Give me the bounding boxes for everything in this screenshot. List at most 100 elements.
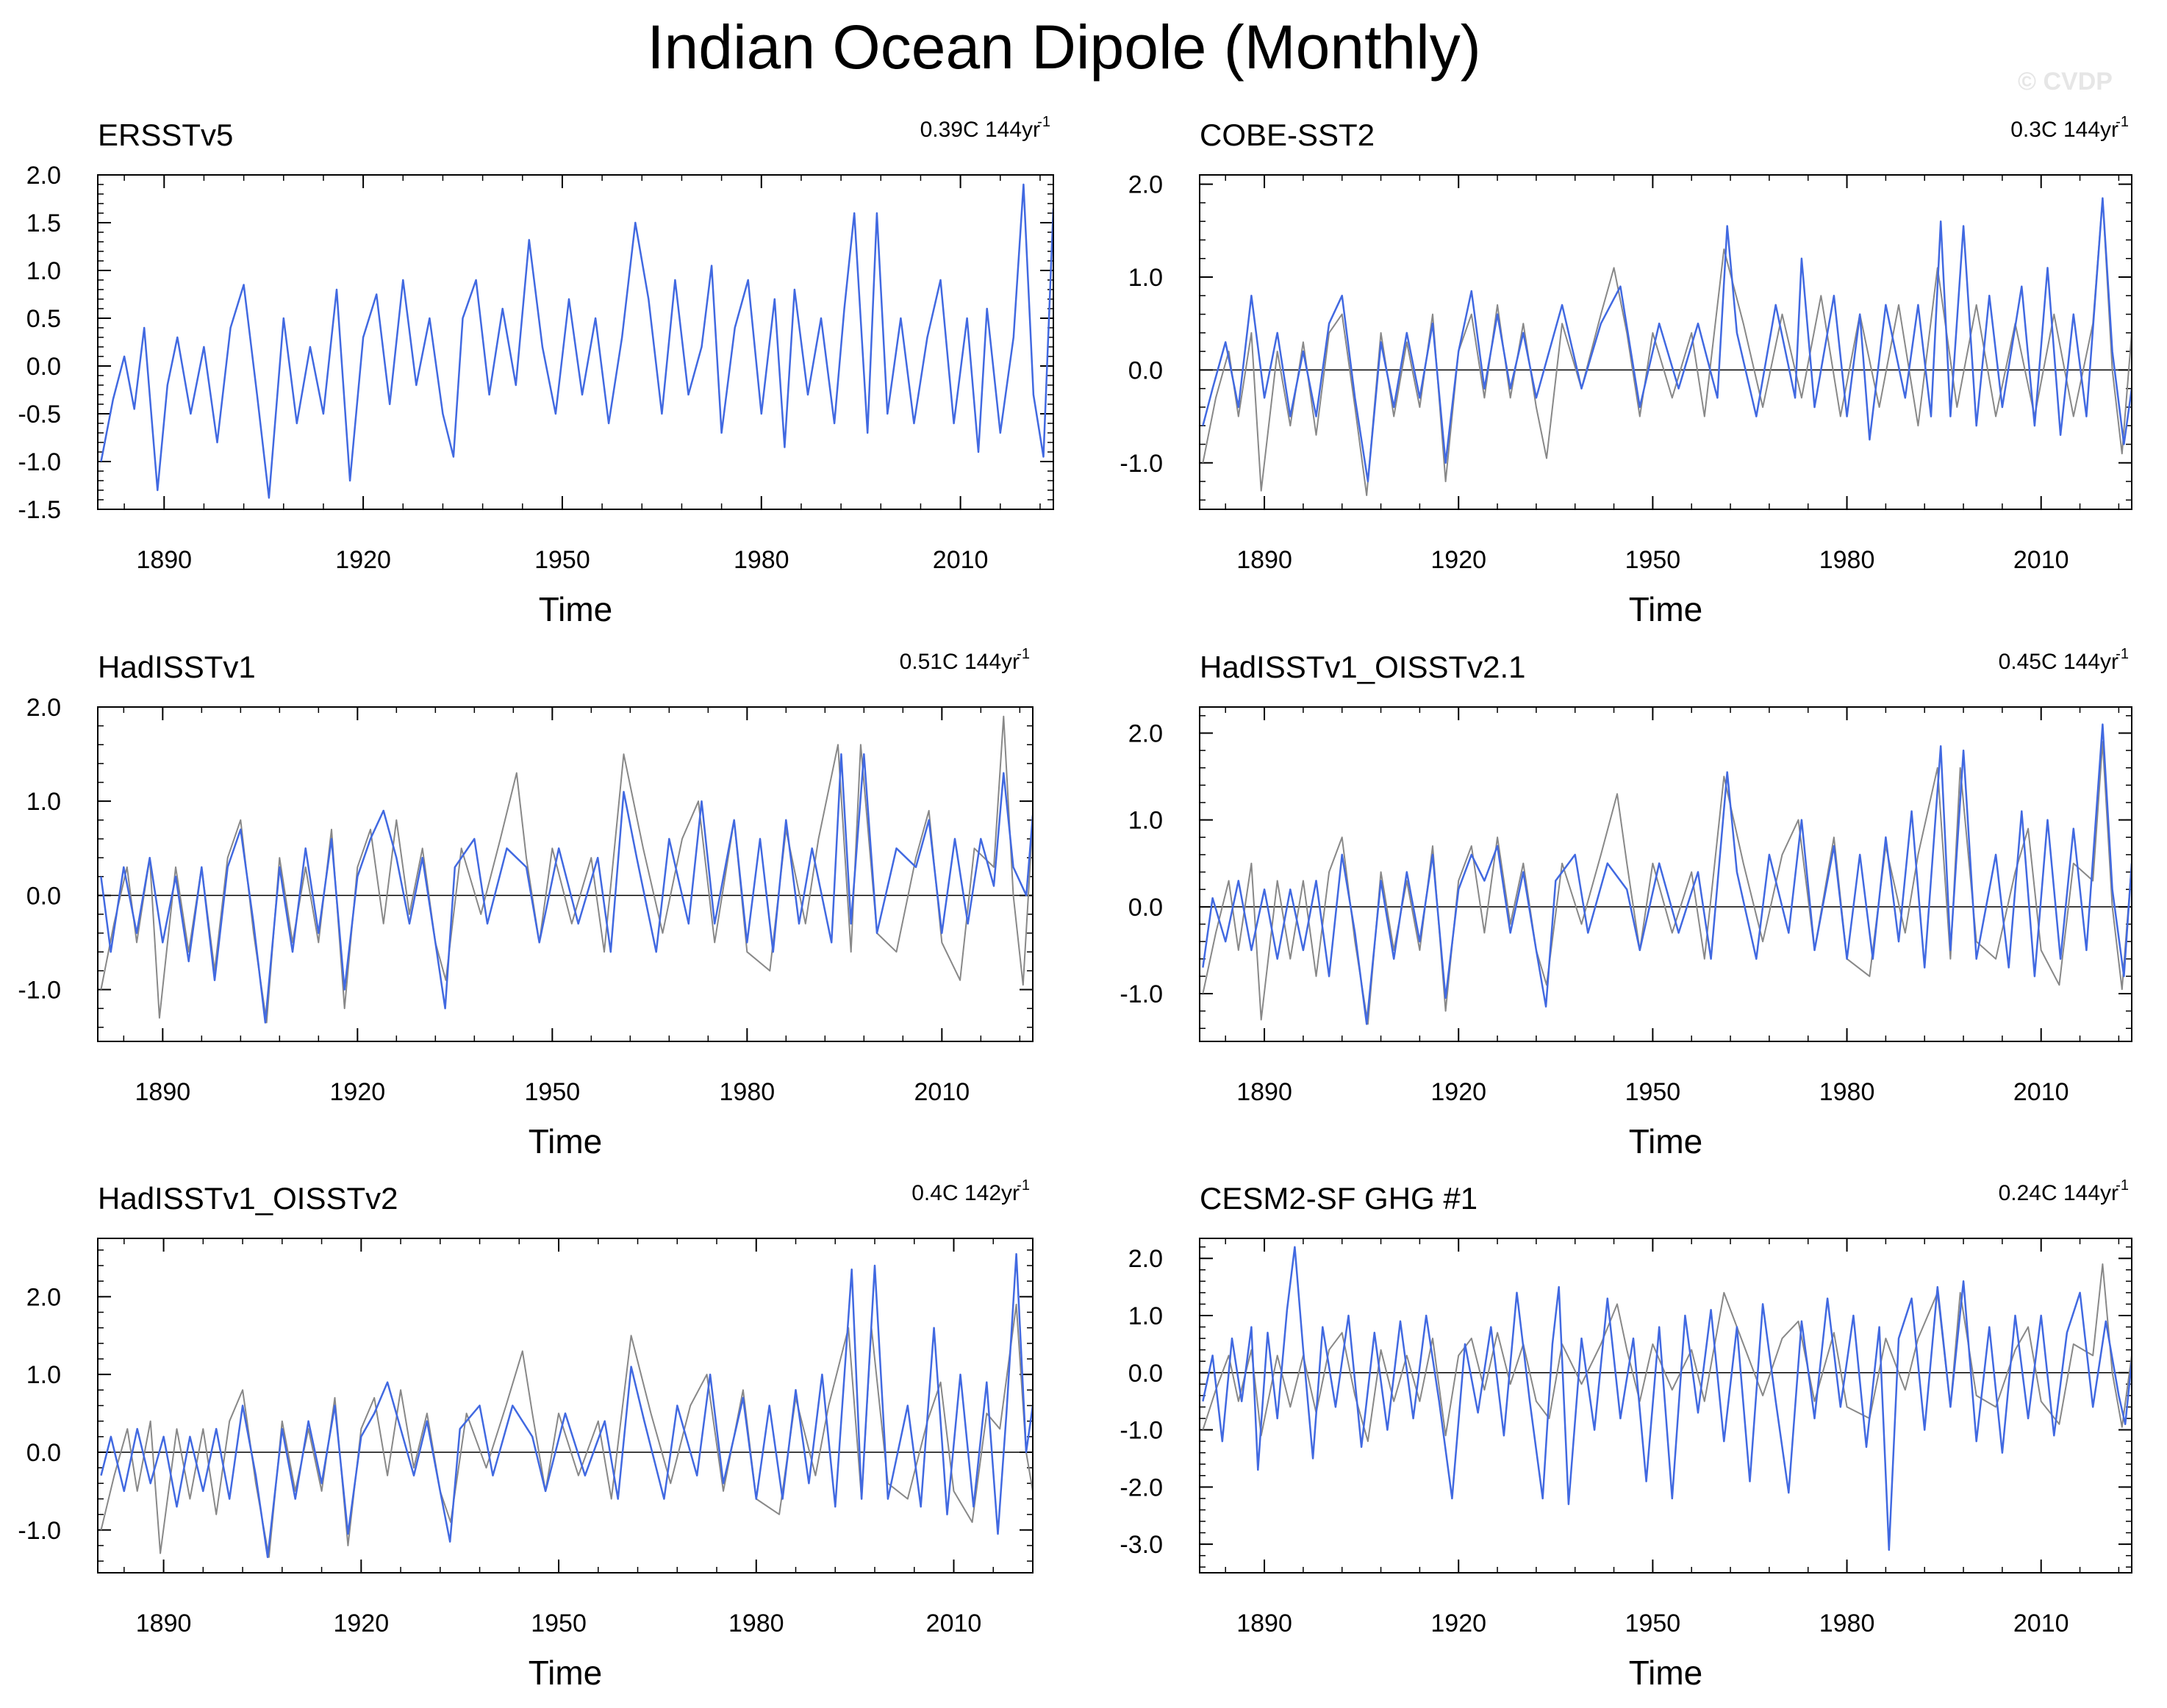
y-tick-label: -1.0 [18, 977, 61, 1005]
trend-stat: 0.45C 144yr [1999, 650, 2118, 674]
y-tick-label: 2.0 [26, 162, 61, 190]
x-tick-label: 1980 [1819, 1078, 1875, 1106]
x-tick-label: 1980 [720, 1078, 776, 1106]
trend-stat-exponent: -1 [2116, 114, 2129, 130]
y-tick-label: -1.0 [18, 448, 61, 476]
panel-title: CESM2-SF GHG #1 [1200, 1181, 1478, 1216]
y-tick-label: 0.0 [1128, 894, 1163, 922]
y-tick-label: 1.0 [1128, 807, 1163, 835]
plot-frame [97, 1238, 1034, 1574]
x-tick-label: 1890 [1236, 546, 1292, 574]
y-tick-label: -1.0 [18, 1517, 61, 1545]
x-tick-label: 1920 [1430, 1078, 1486, 1106]
y-tick-label: 2.0 [26, 1283, 61, 1311]
x-tick-label: 1950 [1625, 546, 1681, 574]
series-line-2 [1202, 1246, 2132, 1551]
y-tick-label: 2.0 [1128, 1245, 1163, 1273]
series-line-2 [1202, 197, 2132, 483]
trend-stat-exponent: -1 [2116, 1177, 2129, 1194]
plot-frame [97, 174, 1054, 510]
series-line-1 [1202, 1263, 2132, 1443]
x-tick-label: 2010 [914, 1078, 970, 1106]
y-tick-label: -1.0 [1120, 450, 1163, 478]
figure-title: Indian Ocean Dipole (Monthly) [647, 12, 1481, 82]
y-tick-label: -1.0 [1120, 1417, 1163, 1445]
trend-stat: 0.51C 144yr [900, 650, 1020, 674]
y-tick-label: 2.0 [1128, 720, 1163, 747]
series-line-2 [1202, 723, 2132, 1025]
y-tick-label: 0.5 [26, 305, 61, 333]
trend-stat-exponent: -1 [2116, 646, 2129, 662]
series-line-2 [100, 1252, 1033, 1559]
x-tick-label: 1980 [1819, 1610, 1875, 1637]
x-axis-label: Time [1629, 590, 1703, 628]
x-tick-label: 1890 [136, 546, 192, 574]
panel-title: COBE-SST2 [1200, 118, 1375, 152]
x-axis-label: Time [539, 590, 613, 628]
panel-6: CESM2-SF GHG #1 0.24C 144yr-1 -3.0 -2.0 -1.0… [1120, 1177, 2132, 1692]
x-tick-label: 1980 [1819, 546, 1875, 574]
panel-title: HadISSTv1_OISSTv2 [98, 1181, 398, 1216]
x-tick-label: 1890 [135, 1078, 191, 1106]
series-line-1 [100, 183, 1053, 499]
x-tick-label: 1950 [531, 1610, 587, 1637]
trend-stat: 0.3C 144yr [2010, 118, 2118, 142]
trend-stat: 0.24C 144yr [1999, 1181, 2118, 1205]
trend-stat: 0.39C 144yr [920, 118, 1040, 142]
x-axis-label: Time [529, 1654, 603, 1692]
y-tick-label: 1.0 [26, 257, 61, 285]
x-axis-label: Time [1629, 1122, 1703, 1160]
panel-3: HadISSTv1 0.51C 144yr-1 -1.0 0.0 1.0 2.0 1890 1… [18, 646, 1034, 1160]
x-tick-label: 1920 [1430, 546, 1486, 574]
plot-frame [1199, 1238, 2132, 1574]
panel-1: ERSSTv5 0.39C 144yr-1 -1.5 -1.0 -0.5 0.0 0.5 1.… [18, 114, 1054, 628]
panel-title: HadISSTv1 [98, 650, 256, 684]
trend-stat: 0.4C 142yr [911, 1181, 1020, 1205]
series-line-1 [1202, 197, 2132, 496]
y-tick-label: -2.0 [1120, 1474, 1163, 1501]
y-tick-label: -3.0 [1120, 1531, 1163, 1559]
x-tick-label: 2010 [2013, 546, 2069, 574]
watermark: © CVDP [2018, 68, 2113, 96]
x-tick-label: 1980 [728, 1610, 784, 1637]
x-tick-label: 2010 [2013, 1078, 2069, 1106]
plot-frame [1199, 174, 2132, 510]
y-tick-label: 0.0 [1128, 356, 1163, 384]
panel-2: COBE-SST2 0.3C 144yr-1 -1.0 0.0 1.0 2.0 1890 19… [1120, 114, 2132, 628]
y-tick-label: 1.0 [1128, 1302, 1163, 1330]
panel-title: HadISSTv1_OISSTv2.1 [1200, 650, 1526, 684]
series-line-2 [100, 753, 1033, 1024]
series-line-1 [1202, 741, 2132, 1025]
y-tick-label: -1.0 [1120, 980, 1163, 1008]
y-tick-label: 0.0 [26, 1439, 61, 1467]
y-tick-label: 0.0 [26, 882, 61, 910]
y-tick-label: 1.0 [26, 788, 61, 816]
x-tick-label: 1920 [1430, 1610, 1486, 1637]
x-tick-label: 1980 [734, 546, 789, 574]
x-axis-label: Time [529, 1122, 603, 1160]
y-tick-label: -0.5 [18, 401, 61, 428]
x-tick-label: 1890 [1236, 1610, 1292, 1637]
trend-stat-exponent: -1 [1037, 114, 1050, 130]
y-tick-label: 0.0 [1128, 1360, 1163, 1388]
x-axis-label: Time [1629, 1654, 1703, 1692]
panel-title: ERSSTv5 [98, 118, 233, 152]
y-tick-label: 2.0 [1128, 171, 1163, 199]
plot-frame [1199, 706, 2132, 1042]
panel-5: HadISSTv1_OISSTv2 0.4C 142yr-1 -1.0 0.0 1.0 2… [18, 1177, 1034, 1692]
y-tick-label: 1.0 [1128, 264, 1163, 292]
trend-stat-exponent: -1 [1017, 1177, 1030, 1194]
x-tick-label: 2010 [926, 1610, 982, 1637]
y-tick-label: 1.0 [26, 1361, 61, 1389]
x-tick-label: 1890 [1236, 1078, 1292, 1106]
x-tick-label: 1890 [136, 1610, 192, 1637]
panel-4: HadISSTv1_OISSTv2.1 0.45C 144yr-1 -1.0 0.0 1… [1120, 646, 2132, 1160]
x-tick-label: 1950 [534, 546, 590, 574]
x-tick-label: 2010 [933, 546, 989, 574]
y-tick-label: -1.5 [18, 496, 61, 524]
x-tick-label: 2010 [2013, 1610, 2069, 1637]
y-tick-label: 0.0 [26, 353, 61, 381]
plot-frame [97, 706, 1034, 1042]
x-tick-label: 1950 [1625, 1078, 1681, 1106]
